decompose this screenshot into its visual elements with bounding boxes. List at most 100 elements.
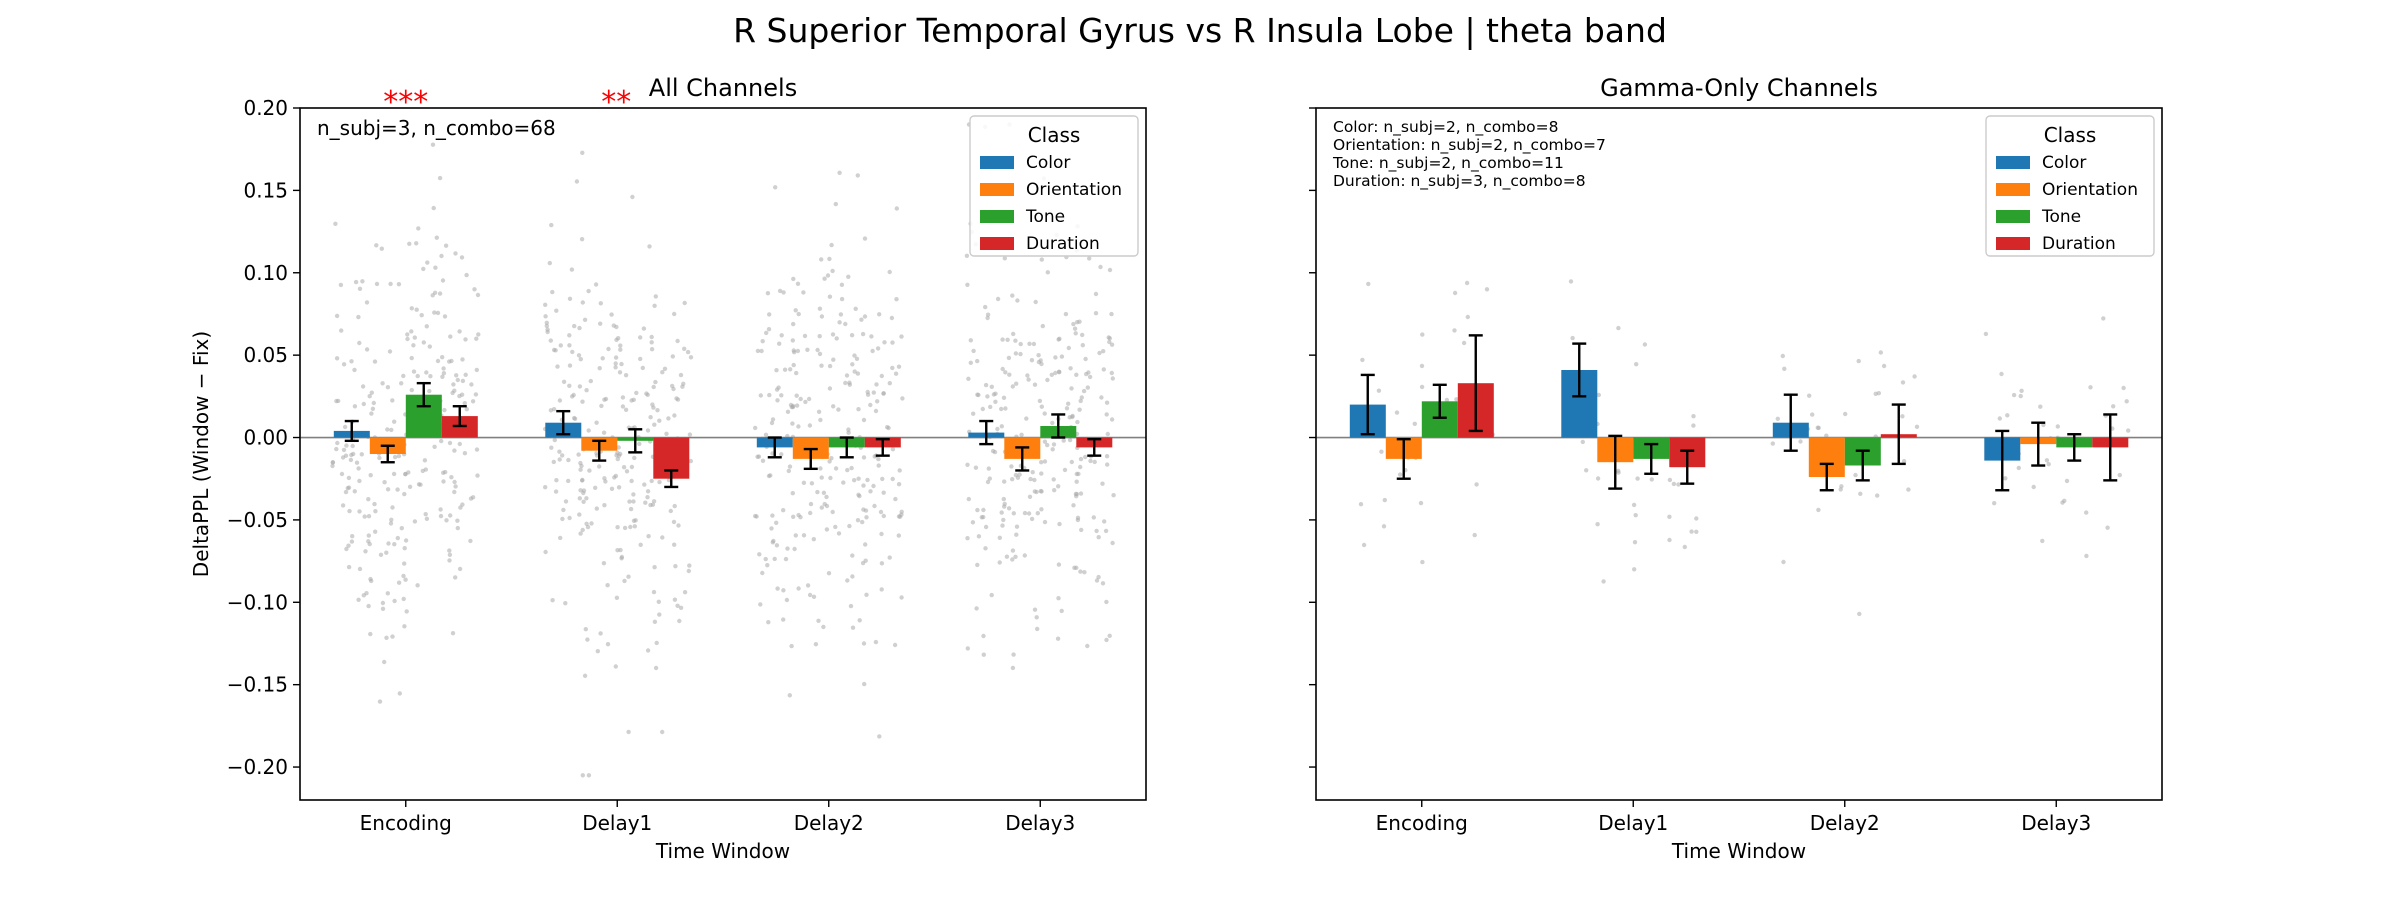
raw-data-point [776,385,781,390]
raw-data-point [401,596,406,602]
raw-data-point [378,552,384,557]
raw-data-point [656,599,661,604]
raw-data-point [593,485,598,490]
raw-data-point [385,427,390,432]
raw-data-point [455,518,460,523]
raw-data-point [403,538,409,543]
raw-data-point [811,537,816,542]
raw-data-point [427,344,432,349]
raw-data-point [847,380,852,385]
raw-data-point [973,465,979,470]
raw-data-point [449,475,454,480]
raw-data-point [849,465,854,471]
raw-data-point [593,282,599,287]
x-axis-label: Time Window [655,839,790,863]
raw-data-point [802,333,808,339]
raw-data-point [781,588,786,593]
raw-data-point [688,458,693,464]
raw-data-point [850,574,855,579]
raw-data-point [360,279,365,284]
raw-data-point [862,314,868,319]
raw-data-point [1633,513,1638,518]
raw-data-point [566,457,571,463]
raw-data-point [1049,372,1055,377]
raw-data-point [363,549,368,554]
raw-data-point [838,312,844,317]
raw-data-point [346,543,351,548]
raw-data-point [1029,516,1035,522]
raw-data-point [843,321,848,327]
raw-data-point [787,693,792,698]
raw-data-point [833,466,839,471]
raw-data-point [1059,608,1064,614]
raw-data-point [879,587,884,592]
raw-data-point [650,502,656,507]
raw-data-point [551,347,557,353]
raw-data-point [813,642,819,647]
raw-data-point [577,384,583,389]
raw-data-point [623,373,629,378]
raw-data-point [475,473,480,478]
raw-data-point [1062,467,1068,473]
raw-data-point [460,357,465,362]
legend-title: Class [1028,123,1081,147]
raw-data-point [781,617,786,622]
raw-data-point [336,398,341,404]
raw-data-point [1029,358,1035,363]
raw-data-point [976,392,981,398]
raw-data-point [798,396,803,402]
raw-data-point [662,366,668,371]
raw-data-point [774,543,780,548]
raw-data-point [1075,419,1080,425]
raw-data-point [550,289,555,295]
significance-stars: *** [383,85,428,120]
raw-data-point [580,399,585,404]
raw-data-point [602,397,607,402]
raw-data-point [1667,477,1673,483]
raw-data-point [871,483,876,489]
raw-data-point [965,462,970,467]
raw-data-point [876,456,881,462]
raw-data-point [1018,341,1023,347]
raw-data-point [894,297,899,302]
raw-data-point [1079,395,1085,400]
raw-data-point [655,408,660,413]
raw-data-point [459,255,465,260]
raw-data-point [965,646,970,651]
raw-data-point [825,273,831,278]
raw-data-point [784,597,790,603]
raw-data-point [1066,345,1072,351]
raw-data-point [618,347,623,352]
raw-data-point [865,389,870,395]
raw-data-point [390,505,395,510]
raw-data-point [634,390,639,396]
raw-data-point [582,673,588,678]
raw-data-point [979,515,984,520]
raw-data-point [1057,370,1062,375]
raw-data-point [1074,479,1079,484]
raw-data-point [353,279,359,285]
raw-data-point [971,348,976,354]
raw-data-point [887,555,892,560]
raw-data-point [1454,397,1459,402]
raw-data-point [672,311,677,317]
raw-data-point [1071,321,1076,327]
raw-data-point [1676,482,1681,487]
raw-data-point [1858,491,1863,496]
raw-data-point [763,556,768,562]
raw-data-point [631,397,636,402]
raw-data-point [1096,535,1101,540]
raw-data-point [786,468,791,474]
x-tick-label: Encoding [1376,811,1468,835]
raw-data-point [1017,472,1022,477]
raw-data-point [2126,428,2131,433]
raw-data-point [1635,476,1640,481]
raw-data-point [409,306,414,311]
raw-data-point [475,292,481,298]
raw-data-point [671,519,677,525]
raw-data-point [1066,401,1071,406]
raw-data-point [557,398,563,403]
raw-data-point [580,477,585,483]
raw-data-point [856,476,861,481]
raw-data-point [677,618,682,624]
